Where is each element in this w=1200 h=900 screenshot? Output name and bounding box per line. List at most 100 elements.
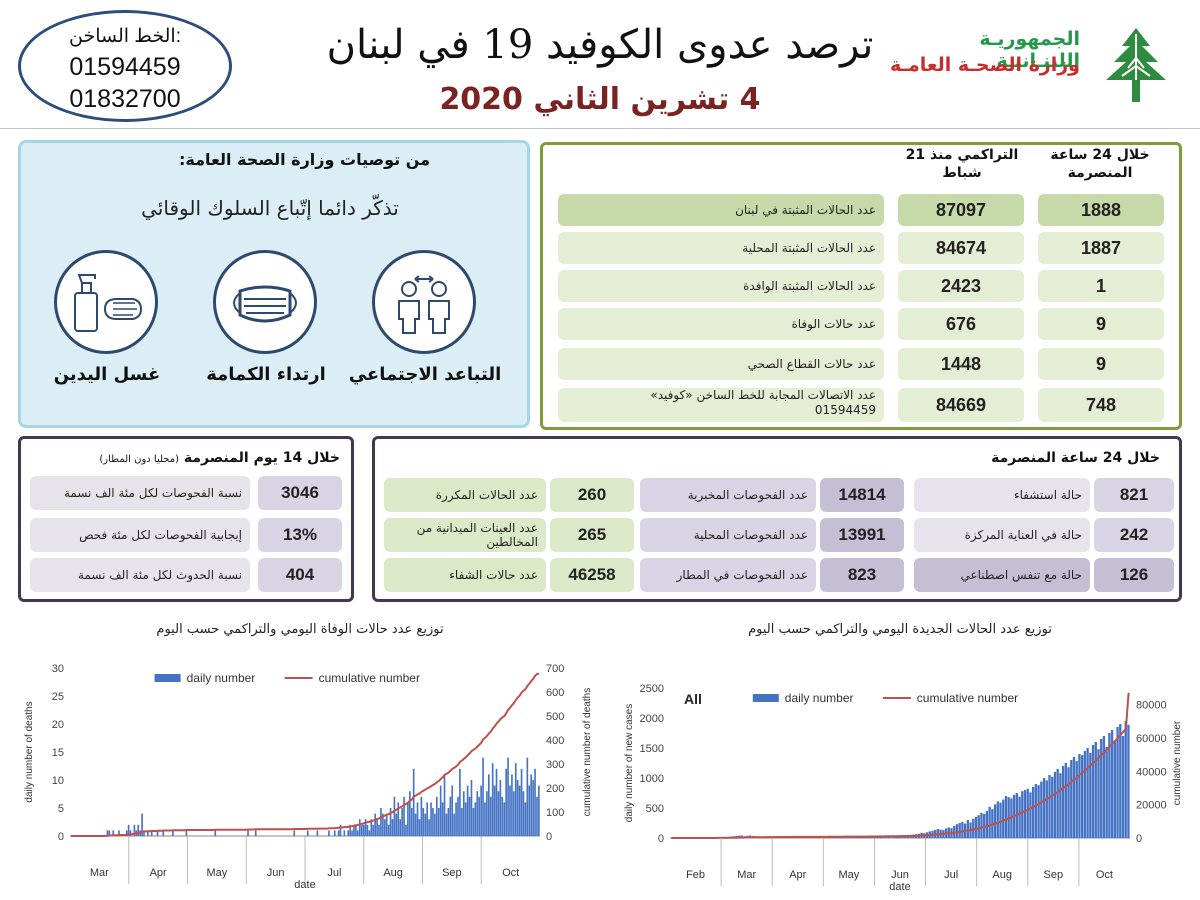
daily-bar <box>143 830 145 836</box>
box24-col1-label: حالة مع تنفس اصطناعي <box>914 558 1090 592</box>
stats-row-label: عدد الحالات المثبتة الوافدة <box>558 270 884 302</box>
daily-bar <box>1094 742 1097 838</box>
daily-bar <box>366 824 369 836</box>
daily-bar <box>489 796 492 836</box>
cumulative-line <box>71 672 540 837</box>
y2-tick-label: 500 <box>546 711 564 723</box>
daily-bar <box>1037 785 1040 838</box>
daily-bar <box>478 796 480 836</box>
daily-bar <box>1021 791 1024 838</box>
cedar-logo-icon <box>1106 28 1166 102</box>
daily-bar <box>443 774 446 836</box>
y2-tick-label: 600 <box>546 687 564 699</box>
stats-row-daily: 748 <box>1038 388 1164 422</box>
daily-bar <box>1053 772 1057 838</box>
y2-tick-label: 0 <box>1136 833 1142 845</box>
daily-bar <box>507 757 509 836</box>
y2-tick-label: 400 <box>546 735 564 747</box>
stats-row-cumulative: 676 <box>898 308 1024 340</box>
daily-bar <box>486 791 488 836</box>
daily-bar <box>871 837 874 838</box>
box24-col1-label: حالة استشفاء <box>914 478 1090 512</box>
y-tick-label: 5 <box>58 803 64 815</box>
daily-bar <box>1064 763 1067 838</box>
daily-bar <box>328 830 330 836</box>
daily-bar <box>988 806 991 838</box>
daily-bar <box>516 780 519 836</box>
daily-bar <box>974 817 978 838</box>
box24-col1-value: 242 <box>1094 518 1174 552</box>
box24-col3-value: 260 <box>550 478 634 512</box>
daily-bar <box>1034 784 1038 838</box>
daily-bar <box>955 824 959 838</box>
stats-row-cumulative: 87097 <box>898 194 1024 226</box>
month-label: Jul <box>944 869 958 881</box>
daily-bar <box>370 819 373 836</box>
daily-bar <box>316 830 319 836</box>
daily-bar <box>118 830 120 836</box>
daily-bar <box>1029 792 1032 838</box>
stats-row-daily: 1888 <box>1038 194 1164 226</box>
daily-bar <box>393 796 396 836</box>
y2-tick-label: 700 <box>546 663 564 675</box>
daily-bar <box>503 802 506 836</box>
daily-bar <box>1072 757 1076 838</box>
stats-panel <box>540 142 1182 430</box>
daily-bar <box>374 813 376 836</box>
daily-bar <box>150 830 153 836</box>
daily-bar <box>355 824 357 836</box>
daily-bar <box>422 808 425 836</box>
daily-bar <box>841 837 844 838</box>
month-label: Aug <box>383 867 403 879</box>
daily-bar <box>1032 787 1035 838</box>
box14-title-note: (محليا دون المطار) <box>99 454 180 465</box>
daily-bar <box>407 802 409 836</box>
daily-bar <box>530 774 533 836</box>
daily-bar <box>412 768 415 836</box>
stats-row-cumulative: 1448 <box>898 348 1024 380</box>
daily-bar <box>351 830 353 836</box>
daily-bar <box>846 837 850 838</box>
legend-daily-label: daily number <box>785 691 854 705</box>
legend-cumulative-label: cumulative number <box>319 671 420 685</box>
daily-bar <box>852 837 855 838</box>
box-14-days <box>18 436 354 602</box>
daily-bar <box>403 796 405 836</box>
box24-col1-value: 821 <box>1094 478 1174 512</box>
legend-daily-swatch <box>154 674 181 682</box>
month-label: Jul <box>327 867 341 879</box>
daily-bar <box>387 824 390 836</box>
y-axis-label: daily number of deaths <box>24 701 35 802</box>
daily-bar <box>484 802 486 836</box>
daily-bar <box>487 774 490 836</box>
col-head-cumulative: التراكمي منذ 21 شباط <box>905 147 1019 181</box>
daily-bar <box>1110 730 1114 838</box>
daily-bar <box>1097 749 1100 838</box>
recommendations-title: من توصيات وزارة الصحة العامة: <box>178 150 430 169</box>
daily-bar <box>985 811 989 838</box>
daily-bar <box>1083 751 1087 838</box>
daily-bar <box>172 830 174 836</box>
daily-bar <box>495 768 498 836</box>
legend-cumulative-label: cumulative number <box>917 691 1018 705</box>
daily-bar <box>865 837 869 838</box>
box24-col3-label: عدد العينات الميدانية من المخالطين <box>384 518 546 552</box>
daily-bar <box>874 837 877 838</box>
y-tick-label: 25 <box>52 691 64 703</box>
daily-bar <box>482 757 484 836</box>
y-tick-label: 0 <box>58 831 64 843</box>
daily-bar <box>996 801 999 838</box>
daily-bar <box>430 802 432 836</box>
daily-bar <box>1067 767 1070 838</box>
box24-col2-label: عدد الفحوصات المخبرية <box>640 478 816 512</box>
stats-row-cumulative: 84669 <box>898 388 1024 422</box>
daily-bar <box>156 830 159 836</box>
daily-bar <box>382 813 384 836</box>
box14-row-value: 404 <box>258 558 342 592</box>
daily-bar <box>364 819 367 836</box>
stats-row-label-text: عدد الاتصالات المجابة للخط الساخن «كوفيد… <box>650 388 876 402</box>
daily-bar <box>410 808 413 836</box>
daily-bar <box>435 796 438 836</box>
daily-bar <box>1113 740 1116 838</box>
daily-bar <box>380 808 382 836</box>
